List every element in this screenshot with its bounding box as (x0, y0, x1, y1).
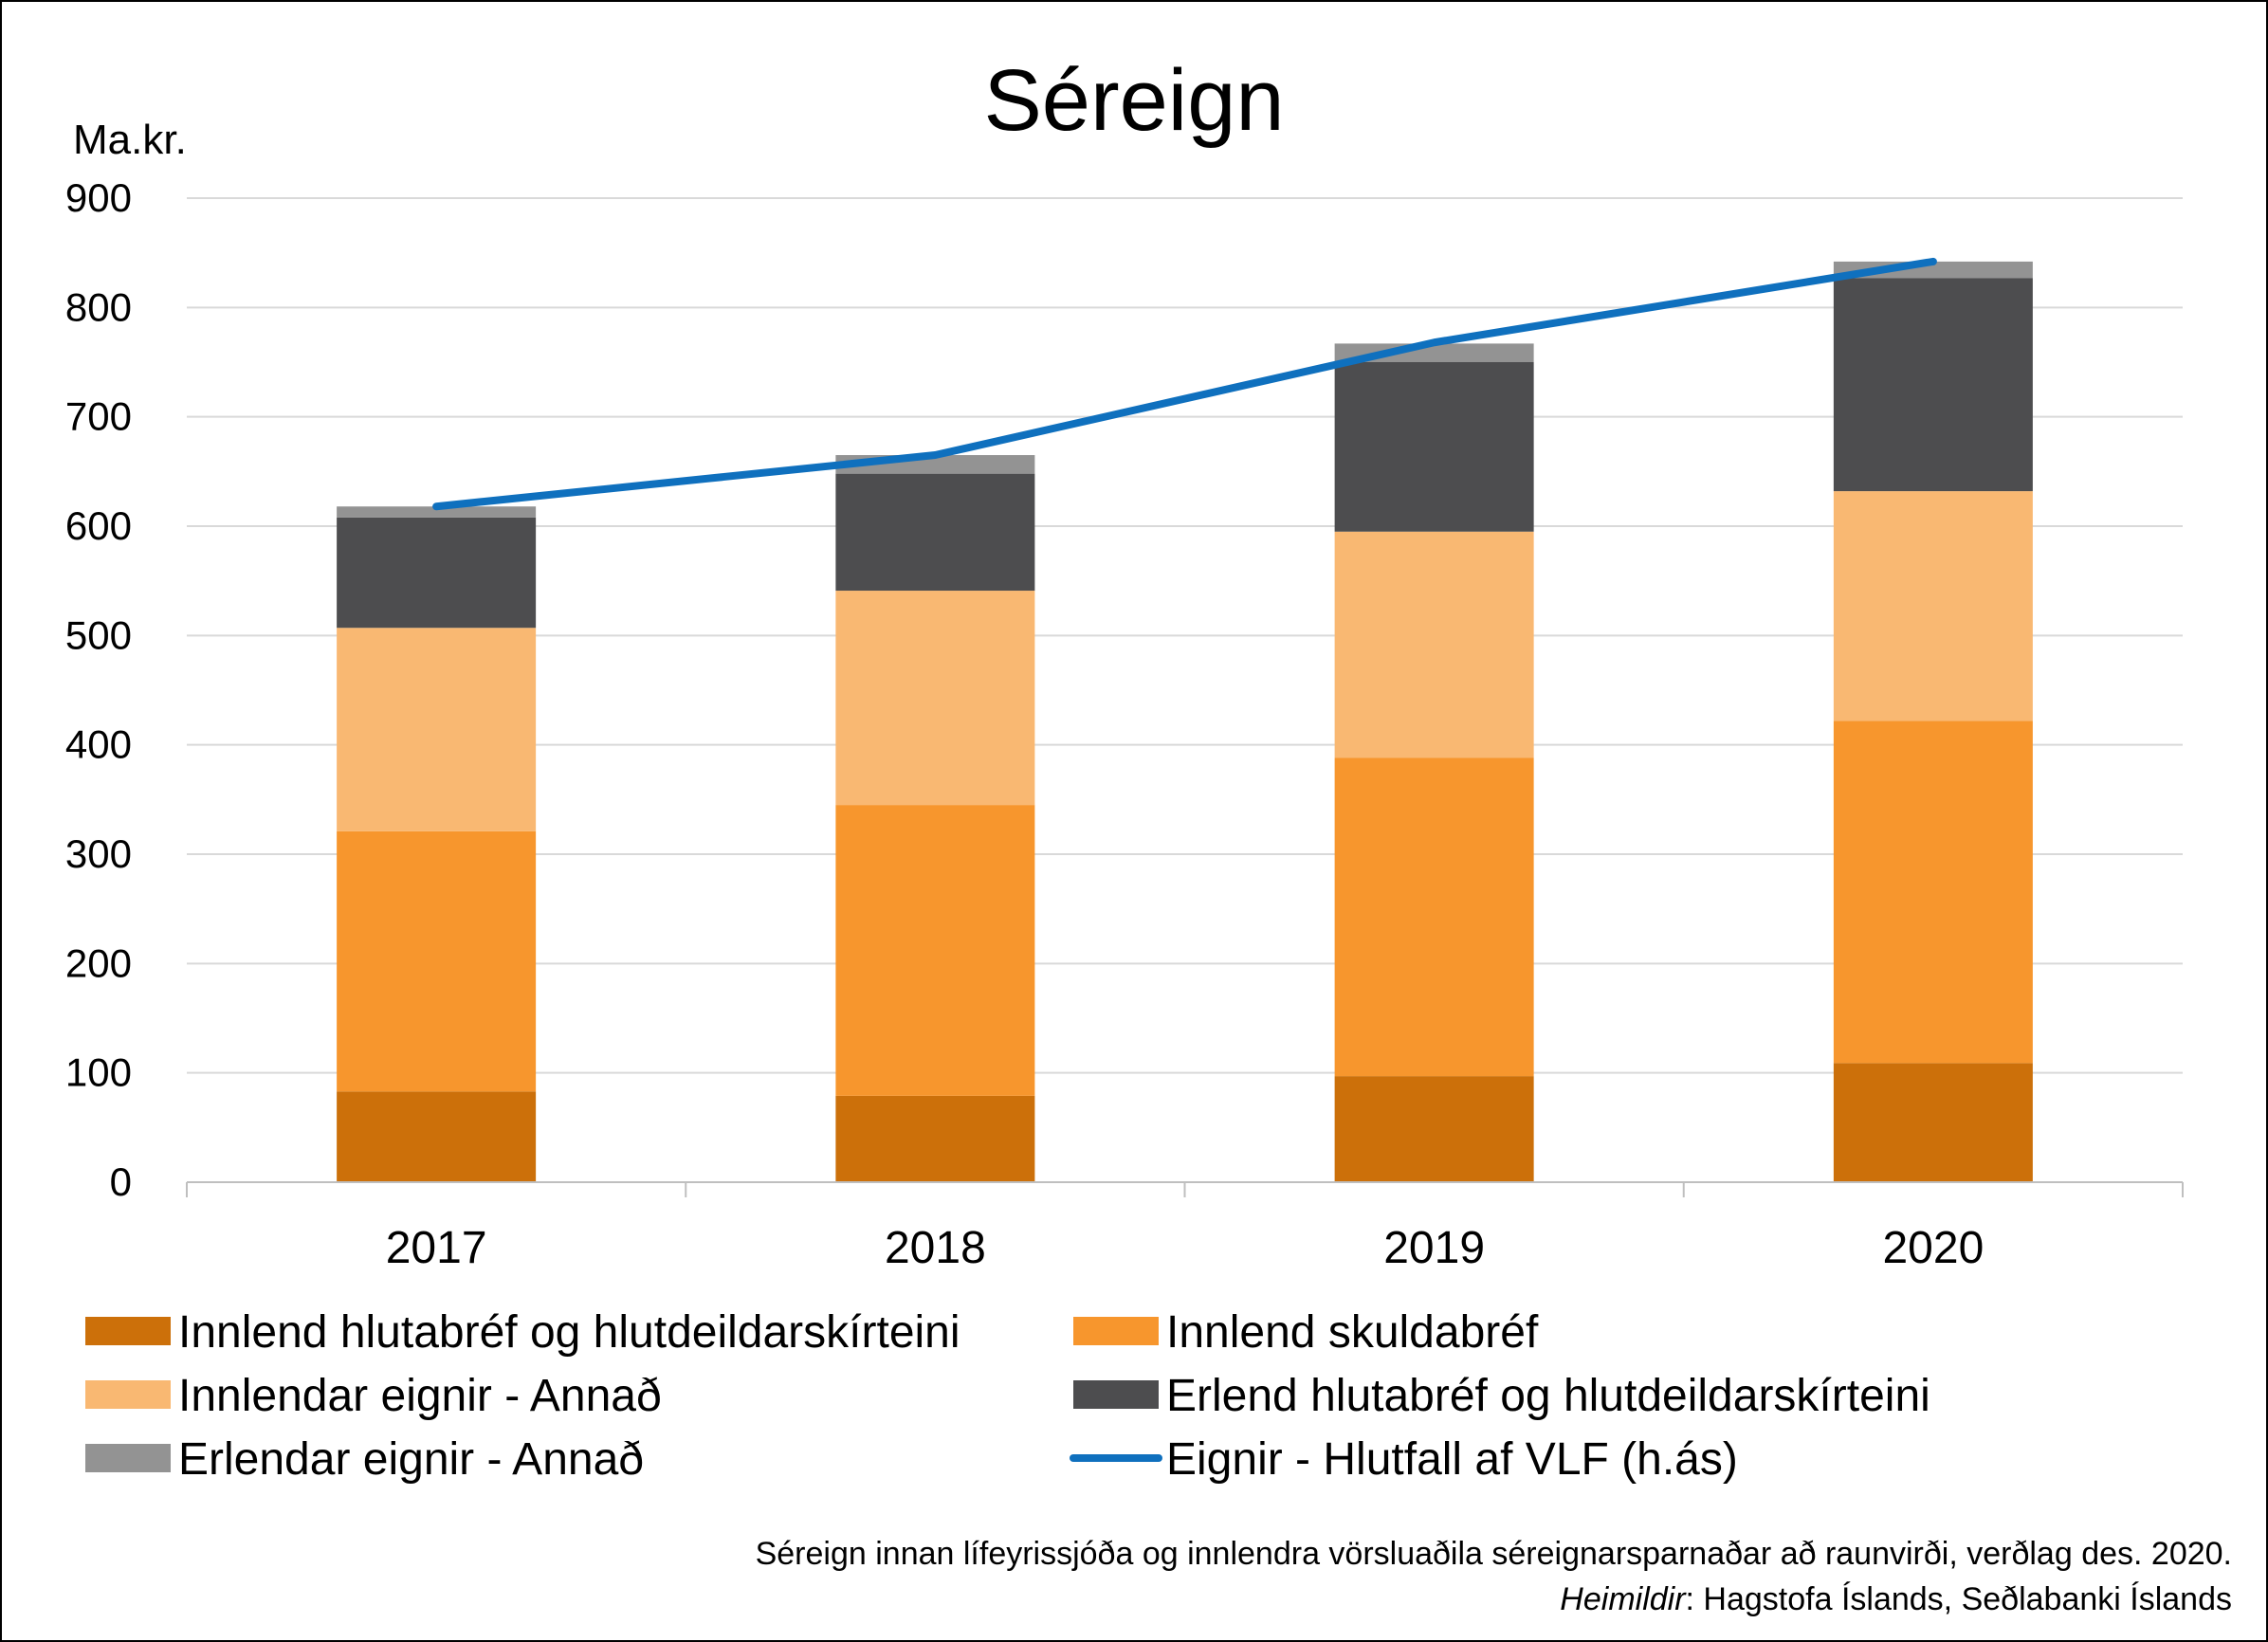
y-tick-label: 400 (65, 722, 132, 767)
bar-segment-s2-2019 (1334, 531, 1534, 758)
legend-swatch (85, 1444, 171, 1472)
legend-swatch (85, 1317, 171, 1345)
y-tick-label: 600 (65, 503, 132, 548)
legend: Innlend hlutabréf og hlutdeildarskírtein… (85, 1307, 1930, 1485)
bar-segment-s0-2017 (337, 1091, 537, 1182)
legend-label: Erlendar eignir - Annað (178, 1434, 644, 1485)
y-axis-unit-label: Ma.kr. (73, 117, 187, 163)
bar-segment-s0-2018 (835, 1095, 1035, 1182)
bar-segment-s4-2020 (1833, 261, 2033, 279)
y-tick-label: 0 (110, 1159, 132, 1204)
y-tick-label: 900 (65, 175, 132, 220)
bar-segment-s1-2017 (337, 830, 537, 1092)
bar-stack-2020 (1833, 261, 2033, 1182)
footnote-source-label: Heimildir (1560, 1581, 1687, 1617)
legend-entry: Innlend skuldabréf (1073, 1307, 1539, 1358)
legend-label: Innlend skuldabréf (1166, 1307, 1539, 1358)
y-axis-ticks: 0 100 200 300 400 500 600 700 800 900 (65, 175, 132, 1204)
y-tick-label: 500 (65, 612, 132, 657)
legend-label: Erlend hlutabréf og hlutdeildarskírteini (1166, 1371, 1930, 1421)
bar-segment-s0-2020 (1833, 1063, 2033, 1182)
x-tick-label: 2020 (1882, 1223, 1984, 1273)
bar-segment-s3-2018 (835, 473, 1035, 592)
legend-entry: Erlend hlutabréf og hlutdeildarskírteini (1073, 1371, 1930, 1421)
bar-segment-s2-2020 (1833, 491, 2033, 721)
bar-segment-s2-2018 (835, 591, 1035, 806)
legend-entry: Eignir - Hlutfall af VLF (h.ás) (1070, 1434, 1738, 1485)
bar-segment-s3-2017 (337, 517, 537, 629)
y-tick-label: 800 (65, 284, 132, 329)
y-tick-label: 100 (65, 1050, 132, 1095)
bar-segment-s1-2020 (1833, 721, 2033, 1064)
legend-label: Innlend hlutabréf og hlutdeildarskírtein… (178, 1307, 960, 1358)
legend-swatch (85, 1380, 171, 1409)
bar-segment-s0-2019 (1334, 1076, 1534, 1182)
bar-stack-2019 (1334, 343, 1534, 1182)
legend-entry: Erlendar eignir - Annað (85, 1434, 644, 1485)
y-tick-label: 200 (65, 940, 132, 985)
x-tick-label: 2017 (386, 1223, 487, 1273)
bar-segment-s3-2019 (1334, 362, 1534, 532)
footnote-source-text: : Hagstofa Íslands, Seðlabanki Íslands (1686, 1581, 2232, 1617)
legend-label: Eignir - Hlutfall af VLF (h.ás) (1166, 1434, 1738, 1485)
line-series (432, 257, 1937, 511)
x-tick-label: 2019 (1383, 1223, 1485, 1273)
x-axis: 2017 2018 2019 2020 (186, 1181, 2184, 1273)
bar-segment-s1-2019 (1334, 757, 1534, 1077)
bar-stack-2017 (337, 506, 537, 1182)
y-tick-label: 300 (65, 831, 132, 876)
legend-entry: Innlendar eignir - Annað (85, 1371, 662, 1421)
bar-segment-s1-2018 (835, 805, 1035, 1096)
chart-title: Séreign (983, 52, 1284, 149)
bar-stack-2018 (835, 455, 1035, 1182)
y-tick-label: 700 (65, 394, 132, 439)
legend-swatch (1073, 1317, 1159, 1345)
bar-stacks (337, 261, 2033, 1182)
bar-segment-s4-2017 (337, 506, 537, 518)
bar-segment-s3-2020 (1833, 278, 2033, 492)
x-tick-label: 2018 (885, 1223, 986, 1273)
legend-entry: Innlend hlutabréf og hlutdeildarskírtein… (85, 1307, 960, 1358)
line-series-path (432, 257, 1937, 511)
footnote-sources: Heimildir: Hagstofa Íslands, Seðlabanki … (1560, 1581, 2232, 1617)
footnote-description: Séreign innan lífeyrissjóða og innlendra… (756, 1536, 2232, 1572)
bar-segment-s2-2017 (337, 628, 537, 831)
legend-label: Innlendar eignir - Annað (178, 1371, 662, 1421)
legend-swatch (1073, 1380, 1159, 1409)
